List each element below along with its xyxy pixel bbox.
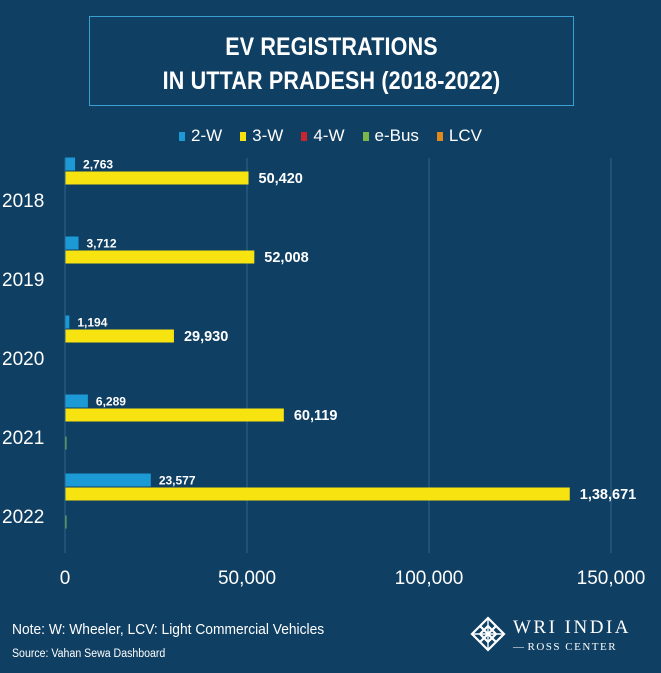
bar-3w-2021 — [65, 408, 284, 422]
brand-name: WRI INDIA — [513, 617, 632, 638]
legend-item-4w: 4-W — [301, 126, 345, 146]
bar-2w-2020 — [65, 315, 70, 329]
chart-title-box: EV REGISTRATIONS IN UTTAR PRADESH (2018-… — [89, 16, 574, 106]
chart-legend: 2-W 3-W 4-W e-Bus LCV — [0, 124, 661, 148]
chart-title-line-2: IN UTTAR PRADESH (2018-2022) — [162, 67, 501, 95]
footer-source: Source: Vahan Sewa Dashboard — [12, 648, 166, 660]
data-label: 29,930 — [184, 329, 228, 345]
y-category-label: 2019 — [2, 270, 44, 291]
x-tick-label: 150,000 — [577, 568, 646, 589]
bar-ebus-2022 — [65, 515, 67, 529]
data-label: 2,763 — [83, 157, 113, 171]
x-tick-label: 0 — [60, 568, 71, 589]
bar-2w-2022 — [65, 473, 151, 487]
data-label: 23,577 — [159, 473, 196, 487]
bar-chart: 0 50,000 100,000 150,000 2018 2019 2020 2021 202… — [2, 157, 646, 589]
x-tick-label: 100,000 — [395, 568, 464, 589]
wri-india-brand: WRI INDIA ROSS CENTER — [470, 616, 650, 660]
data-label: 50,420 — [259, 171, 303, 187]
wri-lattice-logo-icon — [470, 616, 506, 652]
y-category-label: 2020 — [2, 349, 44, 370]
data-label: 3,712 — [87, 236, 117, 250]
y-category-label: 2018 — [2, 191, 44, 212]
legend-label-4w: 4-W — [313, 126, 345, 145]
y-category-label: 2022 — [2, 507, 44, 528]
data-label: 1,194 — [77, 315, 107, 329]
footer-note: Note: W: Wheeler, LCV: Light Commercial … — [12, 621, 325, 638]
bar-2w-2021 — [65, 394, 88, 408]
bar-3w-2018 — [65, 171, 249, 185]
data-label: 60,119 — [294, 408, 338, 424]
bar-3w-2020 — [65, 329, 174, 343]
data-label: 52,008 — [264, 250, 308, 266]
legend-label-ebus: e-Bus — [374, 126, 419, 145]
data-label: 6,289 — [96, 394, 126, 408]
bar-3w-2022 — [65, 487, 570, 501]
bar-2w-2018 — [65, 157, 76, 171]
bar-2w-2019 — [65, 236, 79, 250]
bar-3w-2019 — [65, 250, 255, 264]
legend-label-2w: 2-W — [190, 126, 223, 145]
data-label: 1,38,671 — [580, 487, 636, 503]
bar-ebus-2021 — [65, 436, 67, 450]
legend-label-3w: 3-W — [252, 126, 284, 145]
legend-item-2w: 2-W — [178, 126, 223, 146]
brand-sub: ROSS CENTER — [513, 641, 617, 653]
x-tick-label: 50,000 — [218, 568, 276, 589]
legend-label-lcv: LCV — [448, 126, 482, 145]
legend-swatch-3w — [240, 131, 247, 141]
legend-swatch-4w — [301, 131, 308, 141]
chart-title-line-1: EV REGISTRATIONS — [225, 33, 438, 61]
legend-swatch-2w — [178, 131, 185, 141]
legend-swatch-ebus — [362, 131, 369, 141]
legend-item-3w: 3-W — [240, 126, 283, 146]
legend-item-ebus: e-Bus — [362, 126, 419, 146]
legend-swatch-lcv — [436, 131, 443, 141]
legend-item-lcv: LCV — [436, 126, 482, 146]
y-category-label: 2021 — [2, 428, 44, 449]
